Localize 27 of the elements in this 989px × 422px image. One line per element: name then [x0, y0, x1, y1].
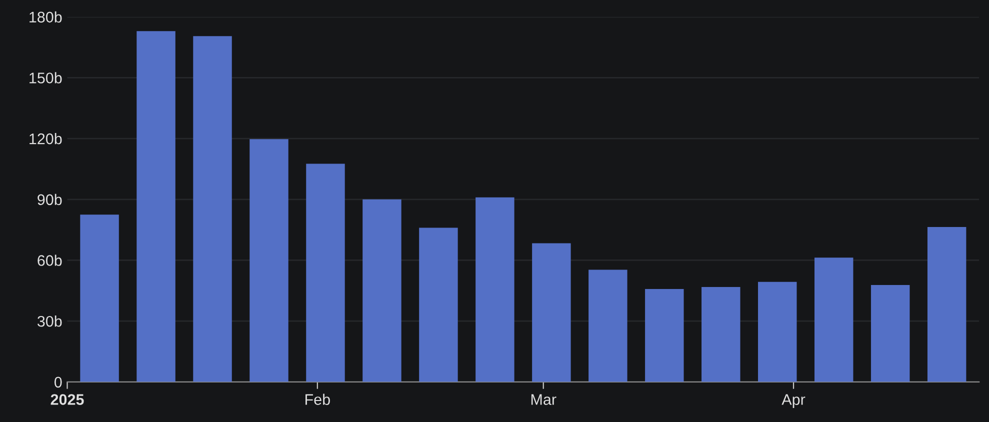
x-tick-label: Feb	[306, 394, 330, 405]
bar	[136, 31, 176, 382]
bar	[758, 282, 797, 382]
bar	[645, 289, 684, 382]
bar	[306, 164, 345, 382]
x-tick-label: Apr	[782, 394, 806, 408]
bar	[814, 258, 854, 382]
y-tick-label: 60b	[38, 254, 62, 266]
y-tick-label: 120b	[30, 133, 62, 144]
y-tick-label: 0	[54, 376, 62, 388]
bar	[419, 228, 458, 382]
bar	[588, 270, 628, 382]
bar	[362, 199, 402, 382]
bar	[476, 197, 514, 382]
y-tick-label: 150b	[30, 72, 62, 84]
bar	[870, 284, 910, 382]
bar	[80, 214, 119, 382]
bar	[250, 139, 288, 382]
y-tick-label: 180b	[30, 11, 62, 23]
x-tick-label: Mar	[531, 394, 556, 405]
bar	[193, 36, 232, 382]
y-tick-label: 30b	[37, 316, 62, 327]
y-tick-label: 90b	[38, 194, 62, 206]
bar	[532, 243, 571, 382]
bar	[702, 287, 740, 382]
bar	[927, 226, 966, 382]
x-tick-label: 2025	[50, 394, 84, 405]
